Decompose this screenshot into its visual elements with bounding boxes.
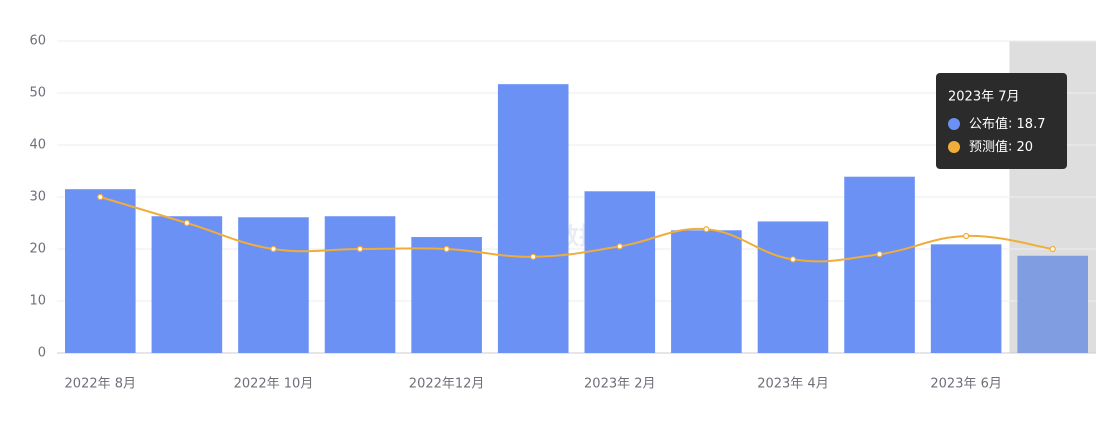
tooltip-box — [936, 73, 1067, 169]
y-tick-label: 0 — [38, 346, 46, 361]
bar — [238, 217, 309, 353]
x-tick-label: 2022年 10月 — [234, 377, 314, 392]
line-point — [876, 251, 883, 258]
line-point — [703, 226, 710, 233]
line-point — [97, 193, 104, 201]
series-name: 预测值 — [969, 139, 1008, 155]
line-point — [616, 243, 623, 250]
x-tick-label: 2023年 6月 — [930, 377, 1002, 392]
line-point — [530, 253, 537, 260]
line-point — [963, 232, 970, 240]
bar — [151, 216, 223, 353]
tooltip-item: 公布值: 18.7 — [969, 116, 1045, 132]
line-point — [1049, 245, 1056, 253]
tooltip-value: 18.7 — [1017, 117, 1046, 132]
bar — [1017, 255, 1088, 353]
x-tick-label: 2022年 8月 — [65, 377, 137, 392]
y-tick-label: 50 — [29, 86, 46, 101]
bar — [324, 216, 396, 353]
bar — [411, 237, 482, 353]
y-tick-label: 30 — [29, 190, 46, 205]
line-point — [789, 256, 797, 263]
line-point — [443, 245, 450, 253]
bar — [671, 230, 742, 353]
tooltip-value: 20 — [1017, 140, 1034, 155]
tooltip-dot — [948, 141, 960, 153]
bar — [930, 244, 1002, 353]
bar — [65, 189, 136, 353]
y-tick-label: 40 — [29, 138, 46, 153]
y-tick-label: 60 — [29, 34, 46, 49]
x-tick-label: 2022年12月 — [409, 377, 485, 392]
series-name: 公布值 — [969, 116, 1008, 132]
bar — [844, 176, 915, 353]
y-tick-label: 10 — [29, 294, 46, 309]
bar — [584, 191, 656, 353]
line-point — [270, 245, 277, 253]
tooltip-dot — [948, 118, 960, 130]
bar — [497, 84, 569, 353]
x-tick-label: 2023年 4月 — [757, 377, 829, 392]
x-tick-label: 2023年 2月 — [584, 377, 656, 392]
line-point — [356, 245, 364, 253]
bar — [757, 221, 829, 353]
line — [100, 196, 1053, 263]
y-tick-label: 20 — [29, 242, 46, 257]
tooltip-item: 预测值: 20 — [969, 139, 1033, 155]
line-point — [183, 219, 190, 227]
tooltip-title: 2023年 7月 — [948, 90, 1020, 105]
